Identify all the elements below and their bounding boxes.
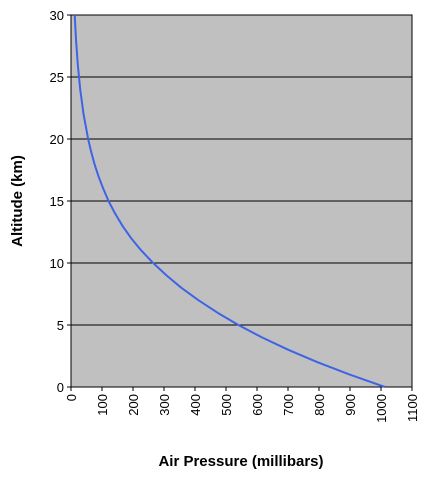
x-tick-label: 1100 — [405, 394, 420, 422]
y-tick-label: 20 — [50, 132, 64, 147]
y-tick-label: 10 — [50, 256, 64, 271]
y-tick-label: 25 — [50, 70, 64, 85]
data-line — [73, 14, 386, 388]
y-tick-label: 5 — [57, 318, 64, 333]
y-tick-label: 0 — [57, 380, 64, 395]
x-tick-label: 600 — [250, 394, 265, 416]
x-tick-label: 700 — [281, 394, 296, 416]
x-axis-title: Air Pressure (millibars) — [158, 453, 323, 470]
x-tick-label: 200 — [126, 394, 141, 416]
x-tick-label: 100 — [95, 394, 110, 416]
x-tick-label: 300 — [157, 394, 172, 416]
y-tick-label: 15 — [50, 194, 64, 209]
x-tick-label: 400 — [188, 394, 203, 416]
x-tick-label: 1000 — [374, 394, 389, 423]
y-tick-label: 30 — [50, 8, 64, 23]
y-axis-title: Altitude (km) — [9, 155, 26, 247]
x-tick-label: 900 — [343, 394, 358, 416]
x-tick-label: 500 — [219, 394, 234, 416]
x-tick-label: 800 — [312, 394, 327, 416]
x-tick-label: 0 — [64, 394, 79, 401]
